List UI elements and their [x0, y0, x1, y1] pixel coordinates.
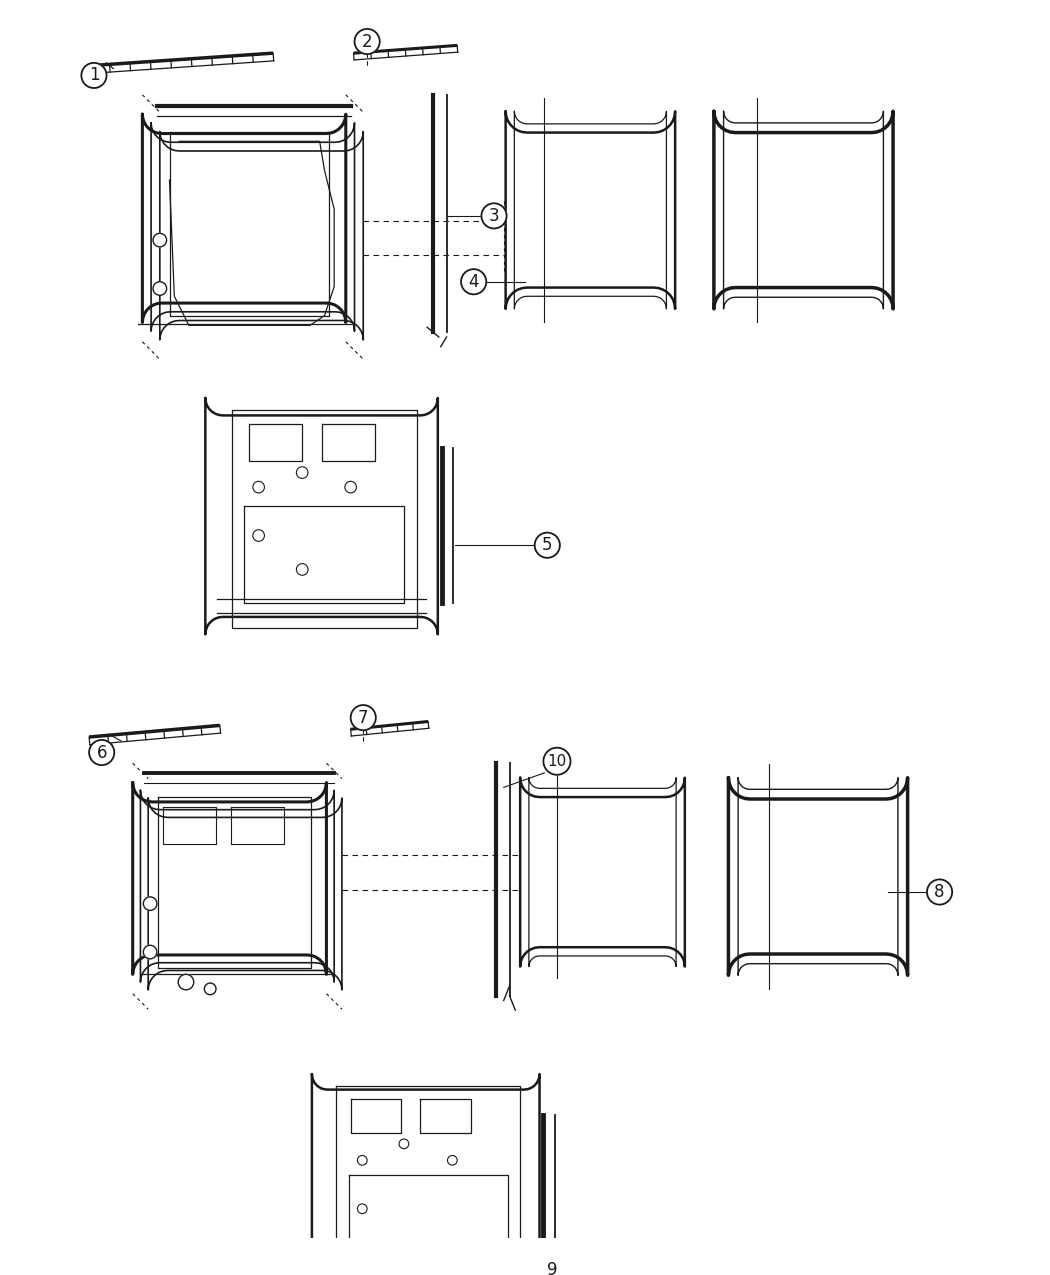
Circle shape — [357, 1204, 367, 1214]
Text: 1: 1 — [88, 66, 100, 84]
Circle shape — [144, 896, 156, 910]
Circle shape — [253, 529, 265, 542]
Circle shape — [534, 533, 560, 558]
Circle shape — [253, 481, 265, 493]
Circle shape — [927, 880, 952, 904]
Circle shape — [89, 740, 114, 765]
Circle shape — [351, 705, 376, 731]
Circle shape — [461, 269, 486, 295]
Circle shape — [481, 203, 506, 228]
Circle shape — [357, 1155, 367, 1165]
Circle shape — [178, 974, 193, 989]
Circle shape — [153, 233, 167, 247]
Text: 6: 6 — [97, 743, 107, 761]
Text: 7: 7 — [358, 709, 369, 727]
Text: 10: 10 — [547, 754, 567, 769]
Text: 3: 3 — [488, 207, 500, 224]
Text: 4: 4 — [468, 273, 479, 291]
Circle shape — [296, 467, 308, 478]
Circle shape — [296, 564, 308, 575]
Circle shape — [355, 29, 380, 54]
Circle shape — [81, 62, 106, 88]
Text: 9: 9 — [547, 1261, 558, 1275]
Text: 8: 8 — [934, 884, 945, 901]
Circle shape — [153, 282, 167, 296]
Circle shape — [205, 983, 216, 994]
Text: 5: 5 — [542, 537, 552, 555]
Circle shape — [540, 1257, 565, 1275]
Circle shape — [344, 481, 356, 493]
Text: 2: 2 — [362, 33, 373, 51]
Circle shape — [544, 747, 570, 775]
Circle shape — [144, 945, 156, 959]
Circle shape — [447, 1155, 457, 1165]
Circle shape — [399, 1139, 408, 1149]
